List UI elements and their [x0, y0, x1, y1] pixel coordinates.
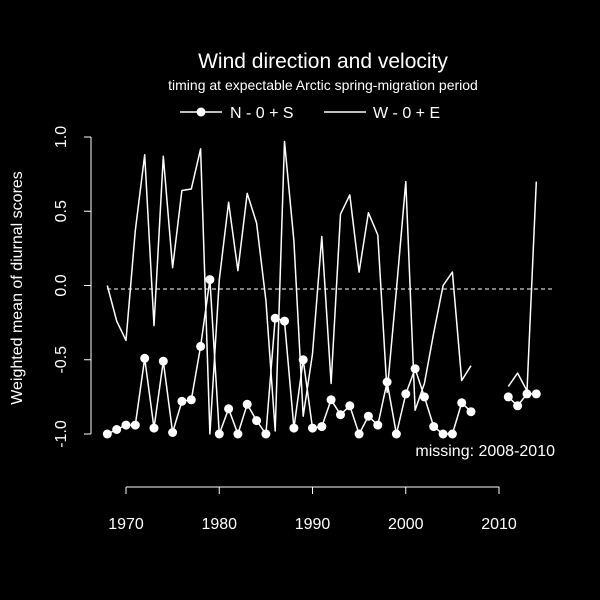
series-0-point-1985 [261, 429, 271, 439]
series-0-point-1982 [233, 429, 243, 439]
series-0-point-1974 [158, 356, 168, 366]
y-tick-label--1.0: -1.0 [53, 420, 70, 448]
series-0-line-segment-0 [106, 278, 472, 435]
series-0-point-1992 [326, 395, 336, 405]
x-tick-label-1990: 1990 [295, 516, 331, 533]
x-tick-label-1980: 1980 [201, 516, 237, 533]
series-0-point-2011 [503, 392, 513, 402]
legend: N - 0 + S W - 0 + E [180, 105, 440, 122]
y-axis-label: Weighted mean of diurnal scores [9, 171, 26, 405]
series-0-point-1987 [280, 316, 289, 326]
y-tick-label--0.5: -0.5 [53, 346, 70, 374]
series-0-point-1977 [186, 395, 196, 405]
legend-label-ns: N - 0 + S [230, 105, 294, 122]
chart-title: Wind direction and velocity [198, 50, 448, 73]
legend-label-we: W - 0 + E [373, 105, 440, 122]
series-0-point-1998 [382, 377, 392, 387]
series-0-point-2003 [429, 422, 439, 432]
y-tick-label-1.0: 1.0 [53, 126, 70, 148]
series-0-point-1991 [317, 422, 327, 432]
series-0-point-1979 [205, 275, 215, 285]
x-axis: 1970 1980 1990 2000 2010 [108, 486, 517, 533]
series-1-line-segment-0 [106, 140, 472, 435]
missing-years-annotation: missing: 2008-2010 [415, 443, 555, 460]
y-tick-label-0.5: 0.5 [53, 200, 70, 222]
series-0-point-1994 [345, 401, 355, 411]
series-0-point-1996 [363, 411, 373, 421]
chart-subtitle: timing at expectable Arctic spring-migra… [168, 77, 478, 93]
x-tick-label-1970: 1970 [108, 516, 144, 533]
series-0-point-1990 [308, 423, 317, 433]
series-0-point-1968 [102, 429, 112, 439]
legend-marker-ns [196, 107, 206, 117]
series-0-point-1971 [130, 420, 140, 430]
x-tick-label-2010: 2010 [481, 516, 517, 533]
series-0-point-2001 [410, 364, 420, 374]
series-0-point-2013 [522, 389, 532, 399]
y-tick-label-0.0: 0.0 [53, 274, 70, 296]
series-0-line-segment-1 [507, 393, 537, 407]
series-0-point-1999 [391, 429, 401, 439]
x-tick-label-2000: 2000 [388, 516, 424, 533]
series-0-point-2002 [419, 392, 429, 402]
series-0-point-1983 [242, 399, 252, 409]
series-0-point-1988 [289, 423, 299, 433]
series-0-point-1980 [214, 429, 224, 439]
series-0-point-1984 [252, 416, 262, 426]
series-0-point-2007 [466, 407, 476, 417]
series-0-point-2006 [457, 398, 467, 408]
series-0-point-1970 [121, 420, 131, 430]
series-1-line-segment-1 [507, 181, 538, 392]
series-0-point-1986 [270, 313, 280, 323]
series-0-point-1997 [373, 420, 383, 430]
series-0-point-1975 [168, 428, 178, 437]
series-0-point-1995 [354, 429, 364, 439]
series-0-point-1978 [196, 341, 206, 351]
series-0-point-1972 [140, 353, 150, 363]
series-0-point-1976 [177, 396, 187, 406]
series-0-point-2012 [513, 401, 523, 411]
series-0-point-1993 [336, 410, 345, 420]
series-0-point-2004 [438, 429, 448, 439]
series-lines [106, 140, 538, 435]
series-0-point-2000 [401, 389, 411, 399]
series-0-point-1981 [224, 404, 234, 414]
series-0-point-2014 [531, 389, 541, 399]
series-0-point-1969 [112, 425, 122, 434]
series-0-point-1973 [149, 423, 159, 433]
series-points [102, 275, 541, 439]
series-0-point-2005 [447, 429, 457, 439]
series-0-point-1989 [298, 355, 308, 365]
y-axis: -1.0 -0.5 0.0 0.5 1.0 [53, 126, 92, 448]
